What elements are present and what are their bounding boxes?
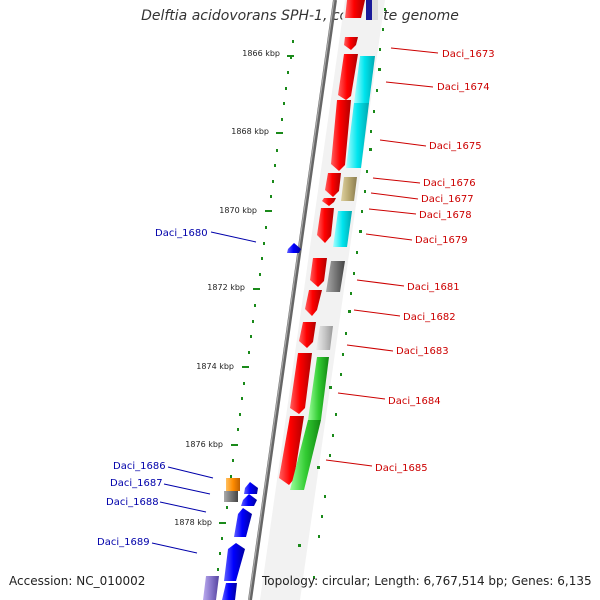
gene-label-daci_1678[interactable]: Daci_1678 xyxy=(419,210,472,221)
gene-label-daci_1676[interactable]: Daci_1676 xyxy=(423,178,476,189)
feature-cyan-block[interactable] xyxy=(346,103,369,168)
scale-label: 1866 kbp xyxy=(242,49,280,58)
scale-labels: 1866 kbp 1868 kbp 1870 kbp 1872 kbp 1874… xyxy=(174,49,280,527)
scale-label: 1870 kbp xyxy=(219,206,257,215)
gene-label-daci_1689[interactable]: Daci_1689 xyxy=(97,537,150,548)
gene-daci_1688-arrow[interactable] xyxy=(234,508,252,537)
gene-daci_1677-arrow[interactable] xyxy=(322,198,336,206)
gene-daci_1682-arrow[interactable] xyxy=(305,290,322,316)
gene-label-daci_1685[interactable]: Daci_1685 xyxy=(375,463,428,474)
gene-daci_1673-arrow[interactable] xyxy=(344,37,358,50)
feature-track xyxy=(290,56,375,490)
forward-label-leaders xyxy=(325,47,439,467)
gene-daci_1676-arrow[interactable] xyxy=(325,173,341,197)
reverse-label-leaders xyxy=(151,231,257,554)
gene-label-daci_1684[interactable]: Daci_1684 xyxy=(388,396,441,407)
feature-gray-block[interactable] xyxy=(326,261,345,292)
gene-daci_1683-arrow[interactable] xyxy=(299,322,316,348)
gene-label-daci_1681[interactable]: Daci_1681 xyxy=(407,282,460,293)
gene-daci_1686-arrow[interactable] xyxy=(244,482,258,494)
feature-cyan-block[interactable] xyxy=(354,56,375,103)
gene-label-daci_1688[interactable]: Daci_1688 xyxy=(106,497,159,508)
feature-gray-block[interactable] xyxy=(224,491,238,502)
topology-text: Topology: circular; Length: 6,767,514 bp… xyxy=(262,574,592,588)
gene-label-daci_1679[interactable]: Daci_1679 xyxy=(415,235,468,246)
gene-label-daci_1674[interactable]: Daci_1674 xyxy=(437,82,490,93)
gene-label-daci_1677[interactable]: Daci_1677 xyxy=(421,194,474,205)
accession-text: Accession: NC_010002 xyxy=(9,574,146,588)
forward-genes xyxy=(279,37,358,485)
scale-major-ticks xyxy=(219,55,294,524)
reverse-gene-labels: Daci_1680 Daci_1686 Daci_1687 Daci_1688 … xyxy=(97,228,208,548)
gene-daci_1678-arrow[interactable] xyxy=(317,208,334,243)
feature-partial-top xyxy=(372,0,378,20)
scale-label: 1878 kbp xyxy=(174,518,212,527)
scale-label: 1868 kbp xyxy=(231,127,269,136)
gene-label-daci_1680[interactable]: Daci_1680 xyxy=(155,228,208,239)
gene-daci_1689-arrow[interactable] xyxy=(224,543,245,581)
scale-label: 1872 kbp xyxy=(207,283,245,292)
feature-partial-top xyxy=(366,0,372,20)
feature-green-block[interactable] xyxy=(308,357,329,420)
forward-gene-labels: Daci_1673 Daci_1674 Daci_1675 Daci_1676 … xyxy=(375,49,495,474)
gene-label-daci_1683[interactable]: Daci_1683 xyxy=(396,346,449,357)
gene-label-daci_1675[interactable]: Daci_1675 xyxy=(429,141,482,152)
gene-daci_1672-arrow[interactable] xyxy=(345,0,365,18)
feature-green-block[interactable] xyxy=(290,420,321,490)
gene-daci_1687-arrow[interactable] xyxy=(241,494,257,506)
feature-cyan-block[interactable] xyxy=(333,211,352,247)
feature-lightgray-block[interactable] xyxy=(316,326,333,350)
scale-label: 1874 kbp xyxy=(196,362,234,371)
gene-daci_1685-arrow[interactable] xyxy=(279,416,304,485)
gene-label-daci_1682[interactable]: Daci_1682 xyxy=(403,312,456,323)
scale-dots-right xyxy=(298,8,386,579)
gene-partial-bottom-arrow[interactable] xyxy=(222,583,237,600)
gene-label-daci_1686[interactable]: Daci_1686 xyxy=(113,461,166,472)
gene-label-daci_1687[interactable]: Daci_1687 xyxy=(110,478,163,489)
gene-daci_1681-arrow[interactable] xyxy=(310,258,327,287)
gene-daci_1680-arrow[interactable] xyxy=(287,243,301,253)
gene-daci_1684-arrow[interactable] xyxy=(290,353,312,414)
gene-daci_1675-arrow[interactable] xyxy=(331,100,351,171)
feature-olive-block[interactable] xyxy=(341,177,357,201)
feature-purple-block[interactable] xyxy=(203,576,219,600)
genome-backbone xyxy=(248,0,337,600)
gene-daci_1674-arrow[interactable] xyxy=(338,54,358,100)
gene-label-daci_1673[interactable]: Daci_1673 xyxy=(442,49,495,60)
feature-orange-block[interactable] xyxy=(226,478,240,491)
scale-label: 1876 kbp xyxy=(185,440,223,449)
reverse-genes xyxy=(203,243,301,600)
